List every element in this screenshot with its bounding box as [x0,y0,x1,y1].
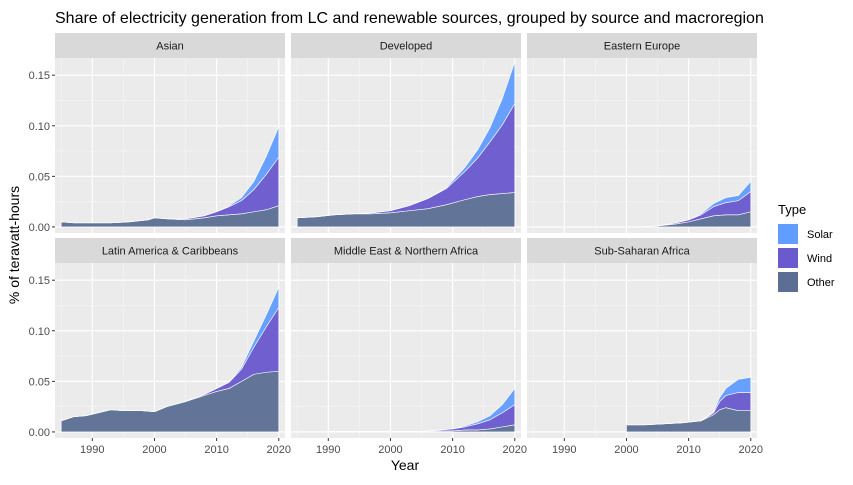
area-solar [60,126,280,224]
facet-strip-label: Eastern Europe [604,41,680,53]
x-tick-label: 2010 [440,444,464,456]
facet-strip-label: Asian [156,41,184,53]
legend-key-solar [778,224,798,244]
legend-label: Wind [807,253,832,265]
facet-strip [291,33,521,58]
panel-eastern-europe: Eastern Europe [527,33,757,233]
facet-strip [291,238,521,263]
x-tick-label: 2020 [739,444,763,456]
legend-key-other [778,272,798,292]
panel-latin-america-and-caribbeans: Latin America & Caribbeans 0.00 0.05 0.10 0.… [29,238,291,456]
legend-label: Other [807,277,835,289]
y-tick-label: 0.10 [29,121,50,133]
x-tick-label: 2000 [142,444,166,456]
y-tick-label: 0.05 [29,376,50,388]
facet-strip [527,238,757,263]
x-tick-label: 2000 [614,444,638,456]
facet-strip [527,33,757,58]
chart-title: Share of electricity generation from LC … [55,10,764,27]
y-tick-label: 0.05 [29,171,50,183]
panel-middle-east-and-northern-africa: Middle East & Northern Africa 1990 2000 201… [291,238,527,456]
panel-background [291,263,521,438]
facet-strip-label: Sub-Saharan Africa [594,246,690,258]
chart-panels: Asian 0.00 0.05 0.10 0.15 Developed Eastern Eu… [29,33,763,456]
x-tick-label: 1990 [316,444,340,456]
panel-asian: Asian 0.00 0.05 0.10 0.15 [29,33,285,234]
x-tick-label: 2000 [378,444,402,456]
legend-label: Solar [807,229,833,241]
facet-strip [55,238,285,263]
panel-developed: Developed [291,33,521,233]
legend-key-wind [778,248,798,268]
legend-title: Type [778,202,806,217]
panel-sub-saharan-africa: Sub-Saharan Africa 1990 2000 2010 2020 [527,238,763,456]
y-tick-label: 0.00 [29,222,50,234]
area-solar [626,377,752,426]
area-solar [60,286,280,422]
area-solar [328,388,516,432]
x-tick-label: 2020 [267,444,291,456]
facet-strip [55,33,285,58]
x-tick-label: 1990 [552,444,576,456]
x-tick-label: 2010 [204,444,228,456]
area-solar [638,181,752,228]
y-tick-label: 0.00 [29,427,50,439]
facet-strip-label: Latin America & Caribbeans [102,246,239,258]
y-axis-label: % of teravatt-hours [6,186,22,304]
x-tick-label: 2020 [503,444,527,456]
y-tick-label: 0.10 [29,326,50,338]
facet-strip-label: Developed [380,41,433,53]
x-axis-label: Year [391,457,420,473]
y-tick-label: 0.15 [29,70,50,82]
area-solar [296,61,516,219]
y-tick-label: 0.15 [29,275,50,287]
x-tick-label: 1990 [80,444,104,456]
facet-strip-label: Middle East & Northern Africa [334,246,479,258]
x-tick-label: 2010 [676,444,700,456]
